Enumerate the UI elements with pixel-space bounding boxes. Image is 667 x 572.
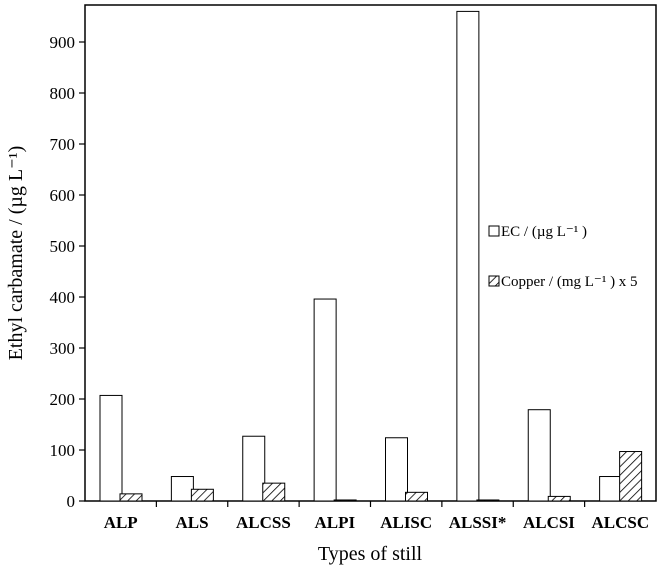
bar-ec <box>456 10 480 502</box>
bar-ec <box>242 435 266 502</box>
bar-copper <box>119 493 143 502</box>
y-tick-label: 500 <box>50 237 76 256</box>
bar-copper <box>619 451 643 502</box>
y-tick-label: 300 <box>50 339 76 358</box>
legend-swatch-copper <box>488 275 500 287</box>
x-tick-label: ALCSC <box>592 513 650 532</box>
y-axis: 0 100 200 300 400 500 600 700 800 900 <box>50 33 85 511</box>
y-tick-label: 100 <box>50 441 76 460</box>
y-tick-label: 800 <box>50 84 76 103</box>
bar-ec <box>527 409 551 502</box>
bar-copper <box>333 499 357 502</box>
bar-ec <box>99 394 123 502</box>
x-tick-label: ALS <box>176 513 209 532</box>
x-tick-label: ALSSI* <box>449 513 507 532</box>
legend-label-copper: Copper / (mg L⁻¹ ) x 5 <box>501 274 638 290</box>
x-tick-label: ALPI <box>315 513 356 532</box>
bar-copper <box>190 488 214 502</box>
bar-copper <box>405 491 428 502</box>
x-tick-label: ALISC <box>380 513 432 532</box>
y-tick-label: 900 <box>50 33 76 52</box>
y-tick-label: 700 <box>50 135 76 154</box>
legend: EC / (µg L⁻¹ ) Copper / (mg L⁻¹ ) x 5 <box>488 224 638 290</box>
y-tick-label: 600 <box>50 186 76 205</box>
bars <box>99 10 643 502</box>
x-tick-label: ALCSI <box>523 513 575 532</box>
bar-ec <box>599 476 623 502</box>
x-axis-title: Types of still <box>318 543 423 565</box>
legend-label-ec: EC / (µg L⁻¹ ) <box>501 224 587 240</box>
bar-copper <box>476 499 500 502</box>
bar-copper <box>262 482 286 502</box>
y-tick-label: 0 <box>67 492 76 511</box>
x-axis: ALP ALS ALCSS ALPI ALISC ALSSI* ALCSI ALCSC <box>104 501 649 532</box>
x-tick-label: ALP <box>104 513 138 532</box>
bar-ec <box>385 437 408 502</box>
bar-ec <box>313 298 337 502</box>
y-axis-title: Ethyl carbamate / (µg L⁻¹) <box>5 146 27 361</box>
bar-ec <box>170 476 194 502</box>
x-tick-label: ALCSS <box>236 513 291 532</box>
y-tick-label: 400 <box>50 288 76 307</box>
y-tick-label: 200 <box>50 390 76 409</box>
legend-swatch-ec <box>488 225 500 237</box>
bar-copper <box>547 495 571 502</box>
plot-frame <box>84 4 657 502</box>
